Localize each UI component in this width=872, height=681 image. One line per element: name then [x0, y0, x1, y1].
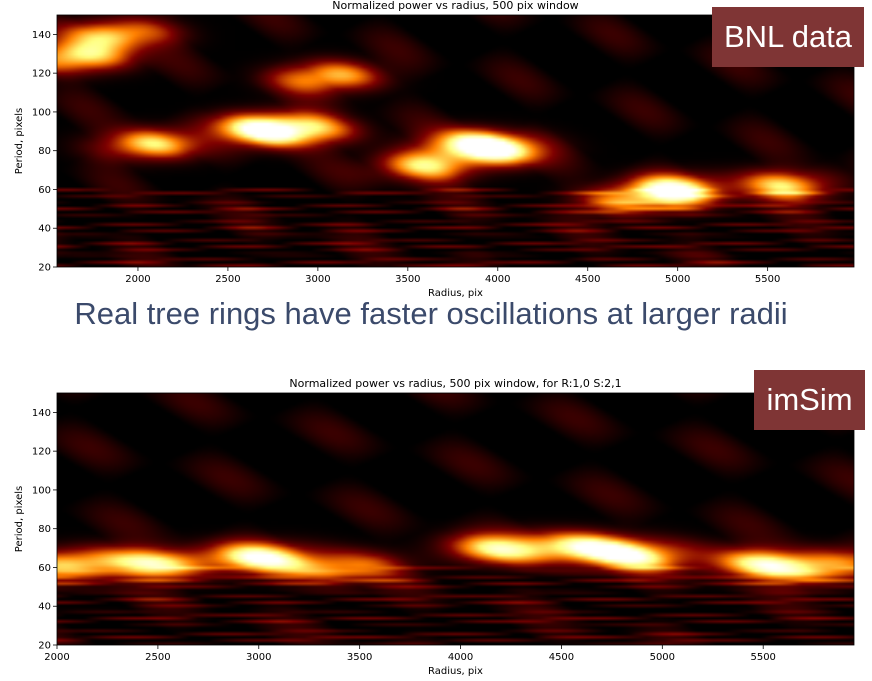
y-tick-label: 40	[38, 224, 51, 235]
bottom-heatmap-panel: Normalized power vs radius, 500 pix wind…	[0, 370, 872, 681]
chart-title: Normalized power vs radius, 500 pix wind…	[289, 377, 621, 390]
chart-title: Normalized power vs radius, 500 pix wind…	[332, 0, 578, 12]
x-tick-label: 3500	[347, 652, 372, 663]
imsim-label: imSim	[754, 370, 865, 430]
y-tick-label: 140	[32, 408, 51, 419]
y-axis-label: Period, pixels	[14, 108, 25, 174]
x-tick-label: 2500	[215, 274, 240, 285]
y-tick-label: 20	[38, 263, 51, 274]
x-tick-label: 5500	[750, 652, 775, 663]
x-tick-label: 5000	[650, 652, 675, 663]
x-tick-label: 3000	[305, 274, 330, 285]
y-tick-label: 120	[32, 69, 51, 80]
x-tick-label: 5000	[665, 274, 690, 285]
x-tick-label: 2500	[145, 652, 170, 663]
x-tick-label: 2000	[44, 652, 69, 663]
bottom-heatmap-chart: Normalized power vs radius, 500 pix wind…	[14, 377, 855, 677]
x-tick-label: 2000	[125, 274, 150, 285]
y-tick-label: 20	[38, 641, 51, 652]
bnl-data-label: BNL data	[712, 7, 864, 67]
x-tick-label: 4500	[549, 652, 574, 663]
y-tick-label: 120	[32, 447, 51, 458]
y-tick-label: 100	[32, 107, 51, 118]
y-tick-label: 140	[32, 30, 51, 41]
y-tick-label: 100	[32, 485, 51, 496]
x-tick-label: 3500	[395, 274, 420, 285]
x-axis-label: Radius, pix	[428, 288, 483, 299]
plot-frame	[56, 14, 855, 268]
x-tick-label: 4500	[575, 274, 600, 285]
x-tick-label: 4000	[485, 274, 510, 285]
x-tick-label: 4000	[448, 652, 473, 663]
plot-frame	[56, 392, 855, 646]
y-tick-label: 60	[38, 563, 51, 574]
y-tick-label: 60	[38, 185, 51, 196]
x-tick-label: 5500	[755, 274, 780, 285]
y-tick-label: 40	[38, 602, 51, 613]
y-tick-label: 80	[38, 146, 51, 157]
y-axis-label: Period, pixels	[14, 486, 25, 552]
caption-text: Real tree rings have faster oscillations…	[74, 296, 788, 331]
heatmap-image	[57, 393, 854, 645]
y-tick-label: 80	[38, 524, 51, 535]
x-tick-label: 3000	[246, 652, 271, 663]
x-axis-label: Radius, pix	[428, 666, 483, 677]
